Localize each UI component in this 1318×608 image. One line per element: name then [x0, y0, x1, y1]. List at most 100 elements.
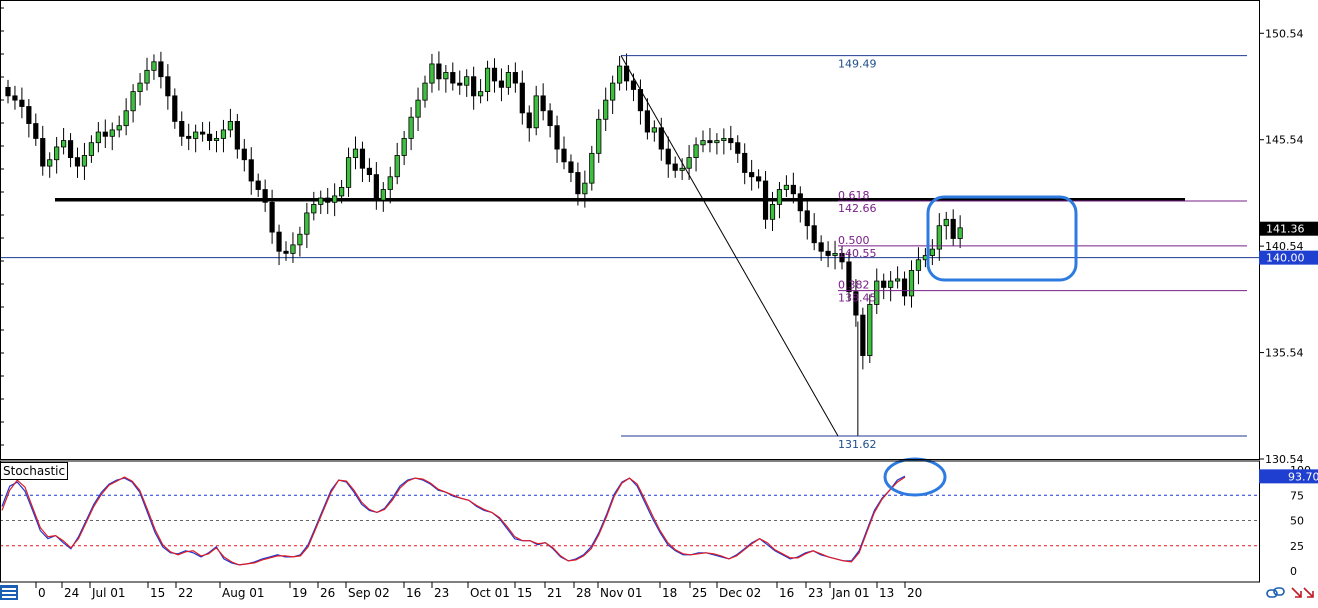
candle	[165, 64, 171, 110]
candle-body	[603, 99, 609, 120]
candle	[67, 133, 74, 168]
candle-body	[540, 95, 546, 112]
candle-body	[269, 201, 275, 233]
candle	[721, 128, 727, 155]
candle	[623, 53, 630, 91]
candle	[936, 213, 942, 261]
candle-body	[700, 140, 706, 146]
candle	[610, 75, 616, 114]
candle-body	[762, 180, 769, 220]
candle-body	[88, 142, 94, 156]
candle-body	[123, 110, 129, 127]
candle	[248, 147, 254, 195]
candle	[484, 60, 491, 102]
candle	[102, 119, 108, 149]
candle	[540, 83, 546, 121]
candle-body	[756, 176, 762, 182]
candle	[797, 186, 803, 223]
candle	[40, 125, 46, 176]
fib-price-label: 142.66	[838, 202, 877, 215]
y-tick-label: 140.54	[1265, 240, 1304, 253]
candle	[387, 166, 393, 204]
link-icon[interactable]	[1266, 586, 1286, 603]
candle	[596, 109, 602, 163]
candle	[561, 136, 567, 170]
candle	[359, 141, 366, 183]
candle-body	[81, 155, 88, 167]
candle-body	[137, 82, 143, 93]
candle	[728, 125, 734, 151]
candle	[366, 158, 373, 183]
candle	[144, 57, 150, 91]
candle-body	[672, 163, 678, 171]
candle-body	[860, 314, 866, 356]
candle	[186, 123, 192, 151]
candle-body	[783, 184, 790, 190]
y-tick-label: 130.54	[1265, 453, 1304, 466]
y-tick-label: 145.54	[1265, 134, 1304, 147]
fib-trend-line	[620, 55, 839, 437]
candle	[915, 247, 922, 285]
candle-body	[589, 152, 595, 184]
candle	[401, 130, 407, 166]
candle	[19, 87, 25, 119]
candle	[547, 103, 553, 138]
scroll-arrows-icon[interactable]	[1290, 586, 1316, 603]
current-price-tag	[1259, 221, 1318, 236]
x-tick-label: 19	[292, 586, 307, 600]
x-tick-label: 25	[692, 586, 707, 600]
candle-body	[464, 76, 470, 86]
line-price-tag	[1259, 250, 1318, 265]
candle	[589, 145, 595, 191]
candle-body	[769, 204, 776, 220]
main-price-panel	[0, 51, 1259, 437]
candle-body	[373, 174, 379, 201]
candle-body	[575, 172, 581, 195]
x-tick-label: 15	[150, 586, 165, 600]
x-tick-label: 16	[779, 586, 794, 600]
candle	[415, 87, 421, 131]
candle	[665, 136, 671, 178]
candle-body	[950, 218, 956, 239]
candle	[332, 183, 338, 217]
candle-body	[561, 148, 567, 163]
highlight-ellipse	[883, 457, 947, 497]
candle-body	[867, 304, 873, 356]
candle-body	[582, 182, 588, 195]
candle-body	[908, 270, 915, 297]
candle	[81, 142, 88, 180]
candle	[95, 122, 101, 153]
candle	[658, 117, 664, 161]
candle-body	[172, 95, 178, 122]
x-tick-label: 15	[517, 586, 532, 600]
candle-body	[151, 61, 157, 71]
candle	[783, 175, 790, 197]
candle-body	[304, 212, 310, 235]
candle-body	[957, 227, 963, 239]
stochastic-panel	[0, 475, 1259, 566]
highlight-box	[926, 195, 1078, 282]
candle-body	[901, 278, 908, 297]
candle	[311, 191, 317, 221]
candle-body	[262, 189, 268, 203]
stochastic-indicator-label[interactable]: Stochastic	[0, 462, 69, 480]
candle-body	[895, 278, 901, 282]
x-tick-label: Sep 02	[348, 586, 390, 600]
candle	[408, 107, 414, 151]
candle-body	[471, 76, 477, 97]
candle-body	[429, 63, 435, 84]
y-tick-label: 150.54	[1265, 27, 1304, 40]
candle	[26, 99, 32, 138]
candle	[283, 241, 289, 261]
candle-body	[199, 131, 206, 135]
stochastic-tick-label: 25	[1290, 540, 1304, 553]
chart-menu-icon[interactable]	[0, 585, 18, 600]
candle	[901, 271, 908, 306]
candle-body	[19, 99, 25, 107]
candle	[338, 179, 345, 204]
candle	[881, 273, 887, 300]
candle	[304, 202, 310, 249]
candle-body	[359, 148, 366, 169]
candle	[464, 69, 470, 97]
